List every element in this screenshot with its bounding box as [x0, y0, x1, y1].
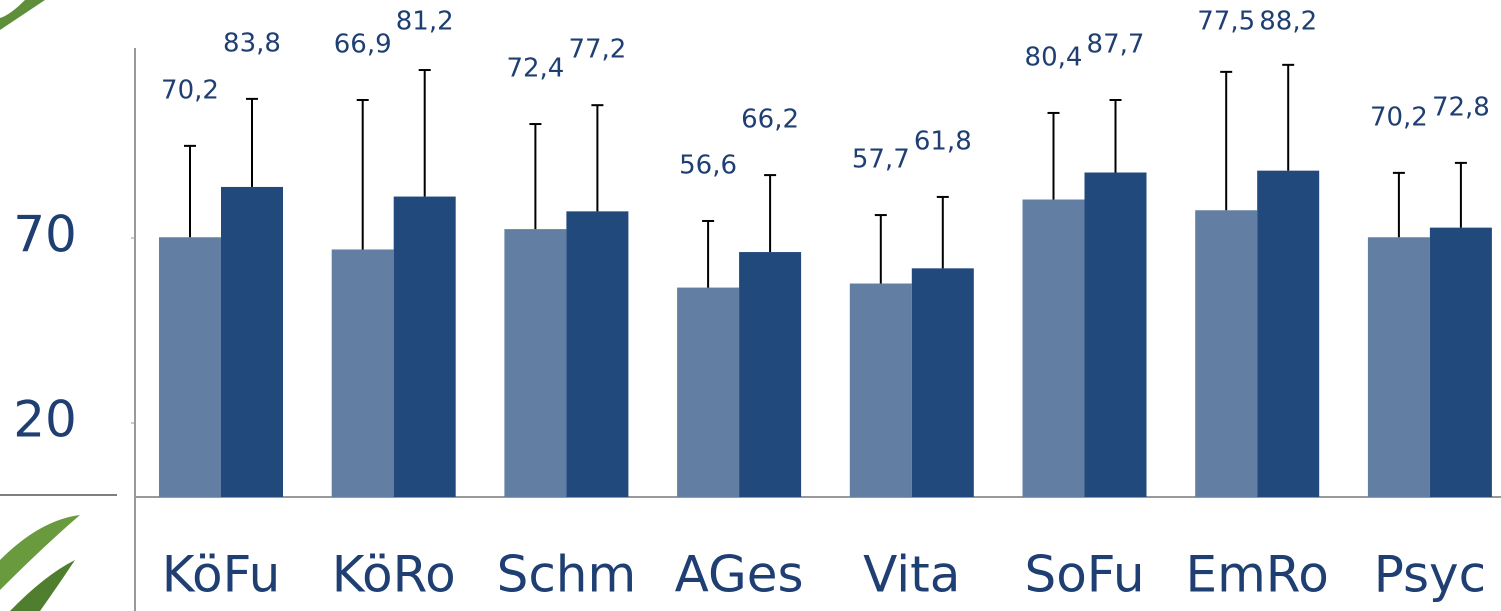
x-tick-label: AGes — [675, 546, 804, 604]
bar — [1084, 172, 1147, 497]
leaf-decoration — [0, 515, 80, 590]
bar — [221, 186, 283, 497]
y-tick-label: 70 — [13, 206, 77, 264]
leaf-decoration — [0, 0, 45, 30]
value-label: 70,2 — [161, 75, 219, 105]
bar — [159, 237, 221, 497]
value-label: 87,7 — [1087, 29, 1145, 59]
x-tick-label: Vita — [863, 546, 960, 604]
value-label: 56,6 — [679, 150, 737, 180]
bar — [677, 287, 740, 497]
bar — [1367, 237, 1430, 497]
x-tick-label: KöRo — [332, 546, 456, 604]
value-label: 72,4 — [506, 54, 564, 84]
y-tick-label: 20 — [13, 391, 77, 449]
value-label: 66,2 — [741, 105, 799, 135]
bar — [1195, 210, 1258, 497]
x-tick-label: Psyc — [1374, 546, 1486, 604]
bar — [1429, 227, 1492, 497]
x-tick-label: EmRo — [1186, 546, 1329, 604]
value-label: 77,5 — [1197, 7, 1255, 37]
bar — [739, 252, 802, 497]
bar — [331, 249, 394, 497]
x-tick-label: Schm — [497, 546, 637, 604]
value-label: 57,7 — [852, 145, 910, 175]
value-label: 80,4 — [1025, 42, 1083, 72]
value-label: 61,8 — [914, 126, 972, 156]
x-tick-label: SoFu — [1024, 546, 1144, 604]
value-label: 72,8 — [1432, 92, 1490, 122]
bar — [393, 196, 456, 497]
bar — [849, 283, 912, 497]
value-label: 66,9 — [334, 29, 392, 59]
bar — [1257, 170, 1320, 497]
bar — [566, 211, 629, 498]
bar — [504, 229, 567, 497]
bar — [1022, 199, 1085, 497]
x-tick-label: KöFu — [162, 546, 281, 604]
value-label: 70,2 — [1370, 102, 1428, 132]
value-label: 88,2 — [1259, 7, 1317, 37]
value-label: 77,2 — [568, 35, 626, 65]
bar — [911, 268, 974, 497]
leaf-decoration — [10, 560, 75, 611]
value-label: 83,8 — [223, 28, 281, 58]
value-label: 81,2 — [396, 7, 454, 37]
